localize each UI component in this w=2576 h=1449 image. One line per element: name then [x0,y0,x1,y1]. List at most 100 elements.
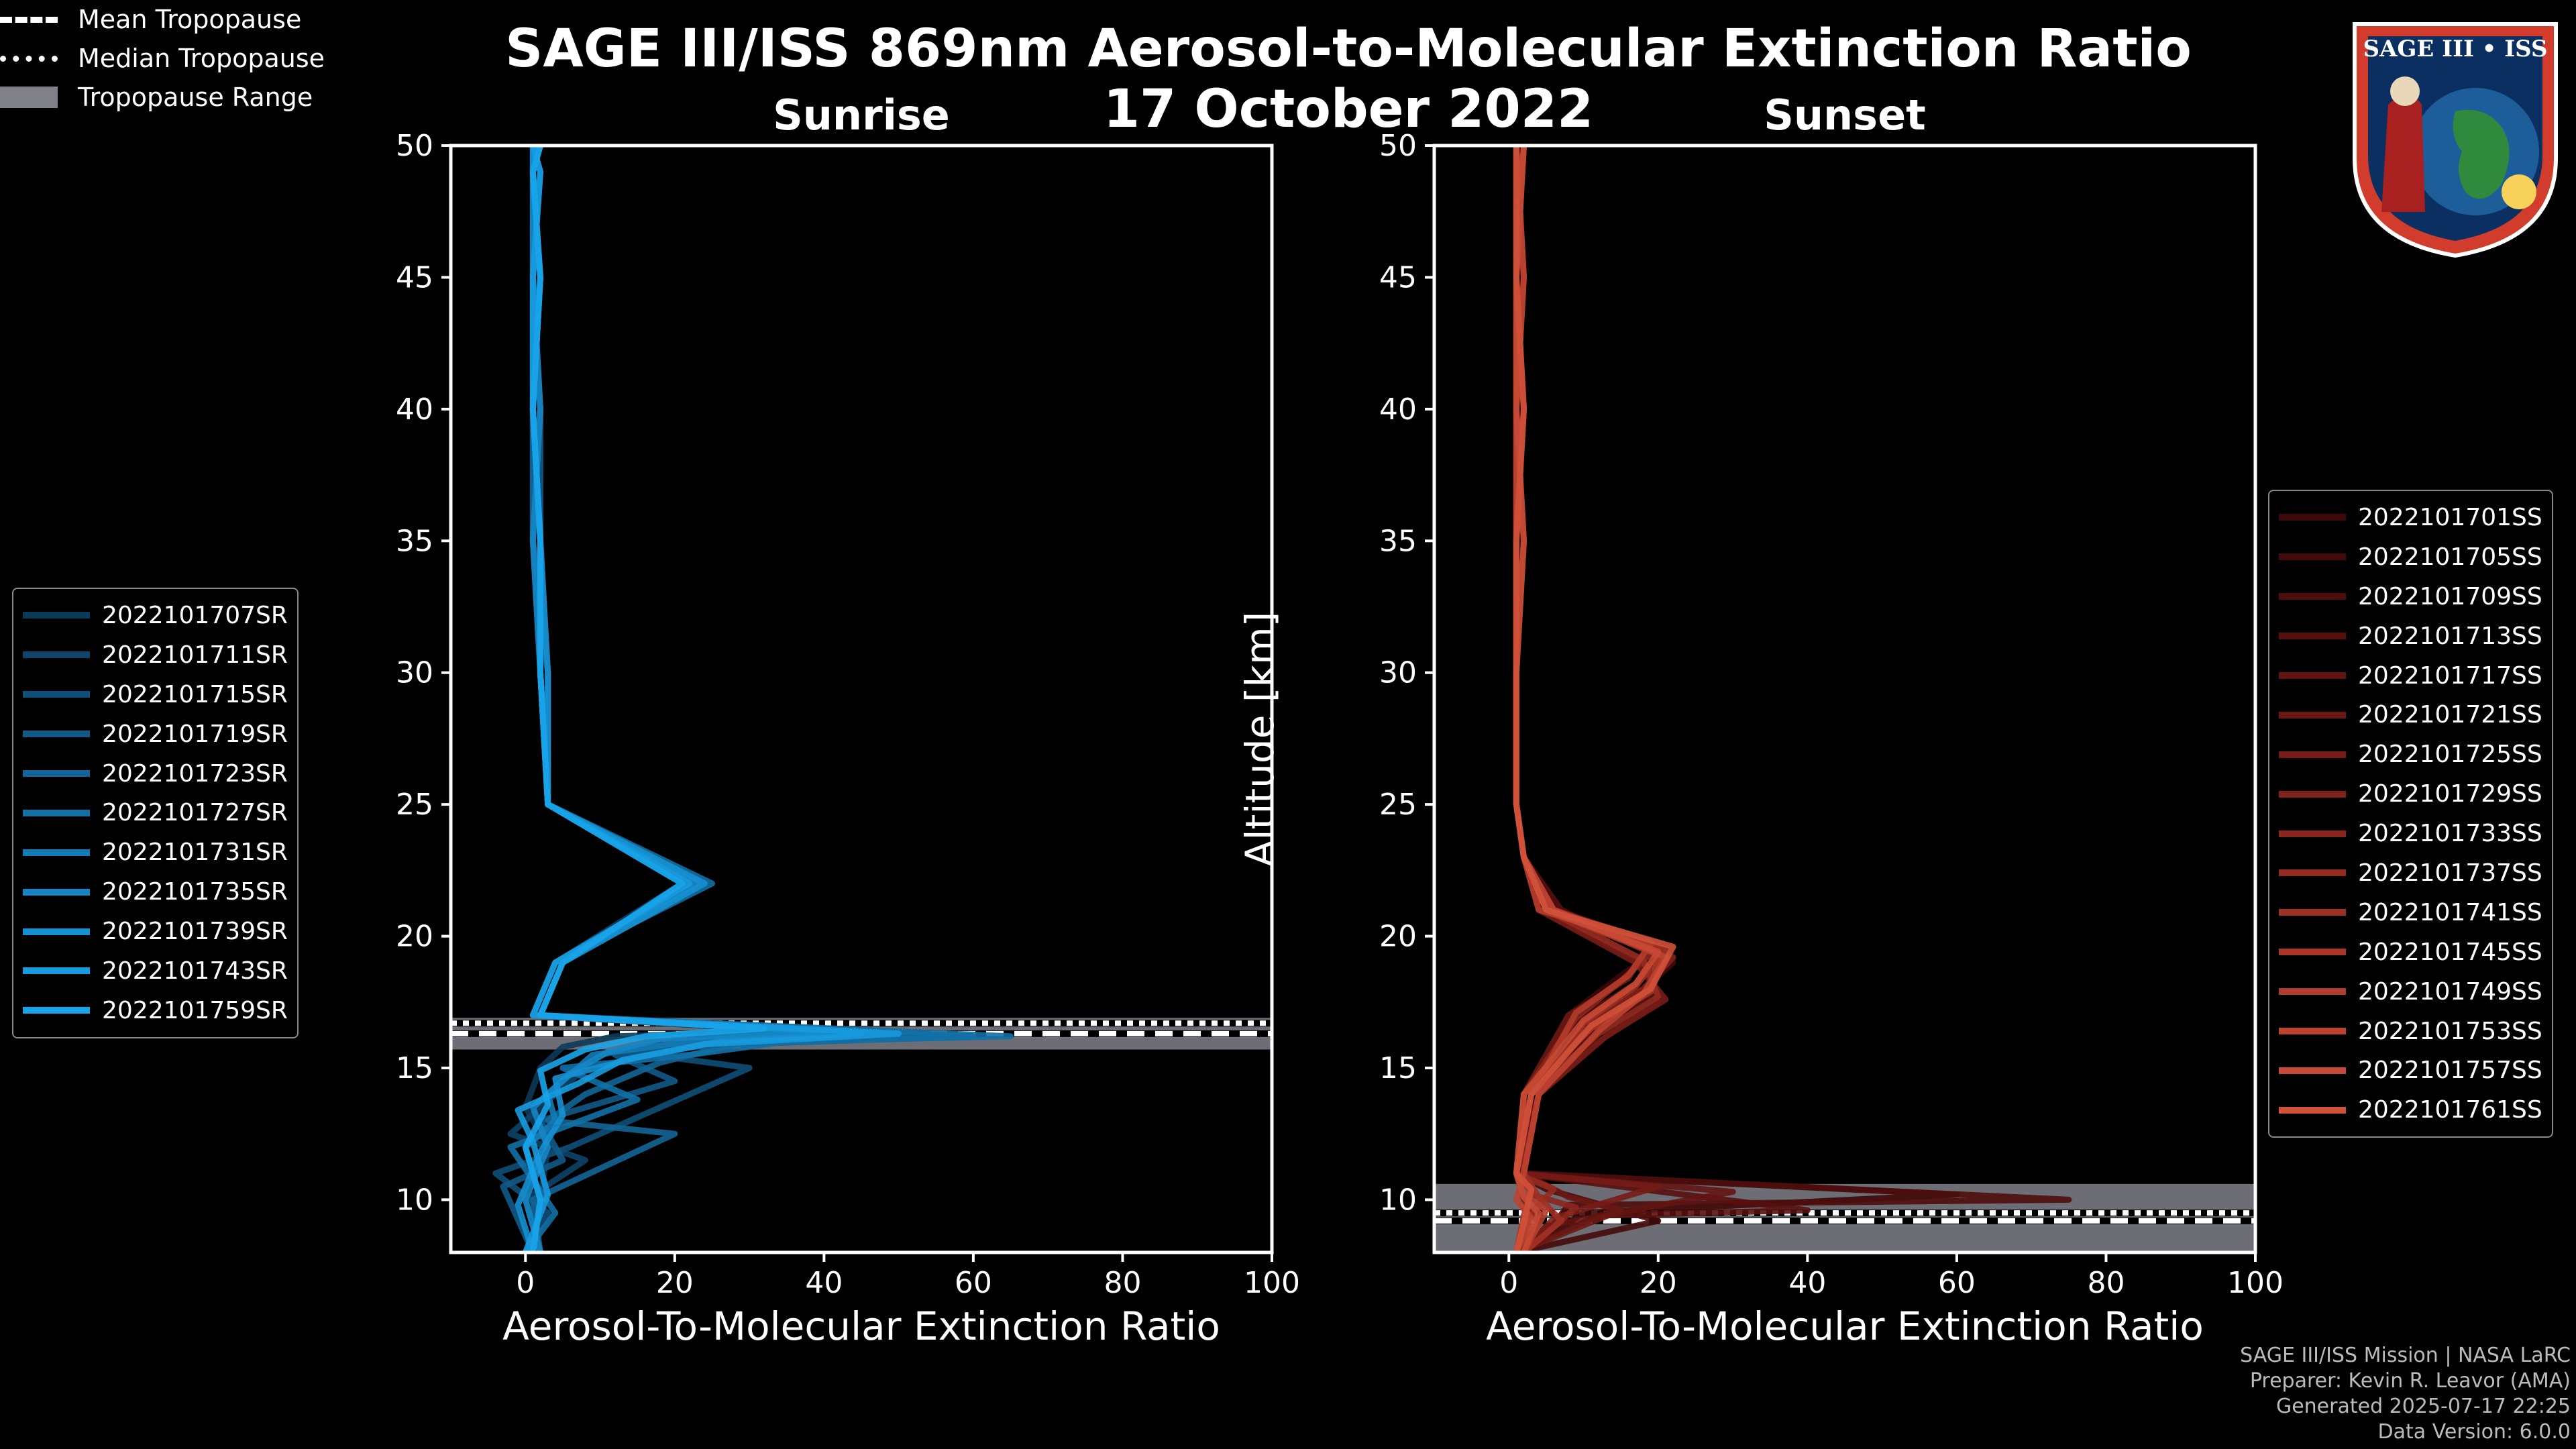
legend-label: 2022101739SR [102,918,288,946]
legend-swatch-icon [23,731,90,738]
sunrise-legend: 2022101707SR 2022101711SR 2022101715SR 2022… [12,588,299,1038]
legend-entry: 2022101727SR [23,793,288,833]
legend-entry: 2022101715SR [23,675,288,714]
legend-label: 2022101735SR [102,878,288,906]
legend-label: 2022101749SS [2358,977,2542,1006]
tropopause-legend-median: Median Tropopause [0,39,2576,78]
legend-label: 2022101721SS [2358,701,2542,729]
legend-swatch-icon [2279,790,2346,798]
legend-swatch-icon [23,809,90,816]
y-tick-label: 10 [1379,1183,1417,1217]
legend-label: 2022101709SS [2358,582,2542,610]
axes-frame [449,144,1274,1254]
y-tick-label: 40 [396,392,433,427]
legend-label: 2022101727SR [102,799,288,827]
y-tick-label: 40 [1379,392,1417,427]
x-tick-label: 100 [1244,1266,1300,1300]
legend-label: 2022101725SS [2358,741,2542,769]
sunset-panel: 0 20 40 60 80 100 10 15 20 25 30 35 40 45 50 Aerosol-To… [1237,129,2284,1349]
legend-swatch-icon [2279,830,2346,837]
x-tick-label: 100 [2227,1266,2284,1300]
legend-entry: 2022101731SR [23,833,288,872]
sunrise-panel-title: Sunrise [773,91,950,140]
tropopause-legend-label: Median Tropopause [78,44,325,73]
legend-entry: 2022101739SR [23,912,288,951]
figure-title: SAGE III/ISS 869nm Aerosol-to-Molecular … [505,19,2192,79]
legend-label: 2022101715SR [102,680,288,708]
legend-swatch-icon [23,928,90,935]
legend-entry: 2022101717SS [2279,656,2542,696]
legend-swatch-icon [2279,711,2346,718]
tropopause-legend-mean: Mean Tropopause [0,0,2576,39]
y-tick-label: 25 [1379,788,1417,822]
sunrise-panel: 0 20 40 60 80 100 10 15 20 25 30 35 40 45 50 Aerosol-To… [254,129,1300,1349]
legend-entry: 2022101705SS [2279,537,2542,577]
x-tick-label: 60 [1938,1266,1976,1300]
tropopause-legend-label: Mean Tropopause [78,5,302,34]
dashed-line-icon [0,16,58,23]
legend-label: 2022101719SR [102,720,288,748]
legend-label: 2022101711SR [102,641,288,669]
y-tick-label: 25 [396,788,433,822]
legend-label: 2022101753SS [2358,1017,2542,1045]
y-tick-label: 10 [396,1183,433,1217]
legend-swatch-icon [23,888,90,896]
legend-label: 2022101743SR [102,957,288,985]
x-axis-label: Aerosol-To-Molecular Extinction Ratio [1486,1303,2204,1349]
mission-patch-icon: SAGE III • ISS [2353,22,2558,258]
y-tick-label: 20 [1379,920,1417,954]
figure-date: 17 October 2022 [1103,79,1594,140]
y-tick-label: 30 [1379,656,1417,690]
legend-swatch-icon [2279,949,2346,956]
legend-entry: 2022101729SS [2279,774,2542,814]
credits-block: SAGE III/ISS Mission | NASA LaRC Prepare… [2240,1343,2571,1445]
legend-swatch-icon [2279,751,2346,758]
legend-label: 2022101729SS [2358,780,2542,808]
legend-swatch-icon [2279,1106,2346,1114]
legend-entry: 2022101749SS [2279,972,2542,1012]
credit-line: SAGE III/ISS Mission | NASA LaRC [2240,1344,2571,1367]
sunset-panel-title: Sunset [1764,91,1926,140]
x-tick-label: 40 [1788,1266,1826,1300]
y-tick-label: 15 [396,1051,433,1085]
legend-swatch-icon [23,651,90,659]
legend-label: 2022101717SS [2358,661,2542,690]
legend-entry: 2022101733SS [2279,814,2542,853]
legend-entry: 2022101761SS [2279,1090,2542,1130]
x-tick-label: 80 [1104,1266,1141,1300]
legend-entry: 2022101725SS [2279,735,2542,774]
x-tick-label: 40 [805,1266,843,1300]
tropopause-legend: Mean Tropopause Median Tropopause Tropop… [0,0,2576,117]
legend-label: 2022101757SS [2358,1057,2542,1085]
legend-entry: 2022101735SR [23,872,288,912]
tropopause-legend-range: Tropopause Range [0,78,2576,117]
legend-label: 2022101733SS [2358,820,2542,848]
range-band-icon [0,87,58,108]
legend-swatch-icon [2279,988,2346,996]
legend-label: 2022101731SR [102,839,288,867]
profile-line [522,146,767,1252]
credit-line: Generated 2025-07-17 22:25 [2275,1395,2571,1418]
x-tick-label: 60 [955,1266,992,1300]
y-tick-label: 35 [396,524,433,558]
legend-entry: 2022101721SS [2279,695,2542,735]
legend-swatch-icon [2279,633,2346,640]
legend-label: 2022101707SR [102,601,288,629]
legend-swatch-icon [2279,553,2346,561]
legend-entry: 2022101701SS [2279,498,2542,537]
y-axis-label: Altitude [km] [1237,612,1283,867]
x-axis-label: Aerosol-To-Molecular Extinction Ratio [502,1303,1220,1349]
legend-swatch-icon [2279,869,2346,877]
legend-swatch-icon [23,612,90,619]
legend-entry: 2022101757SS [2279,1051,2542,1090]
y-tick-label: 45 [396,260,433,294]
y-tick-label: 45 [1379,260,1417,294]
legend-entry: 2022101719SR [23,714,288,754]
legend-label: 2022101701SS [2358,503,2542,531]
legend-label: 2022101723SR [102,759,288,788]
x-tick-label: 20 [1640,1266,1677,1300]
legend-entry: 2022101741SS [2279,893,2542,932]
y-tick-label: 50 [1379,129,1417,163]
legend-entry: 2022101743SR [23,951,288,991]
